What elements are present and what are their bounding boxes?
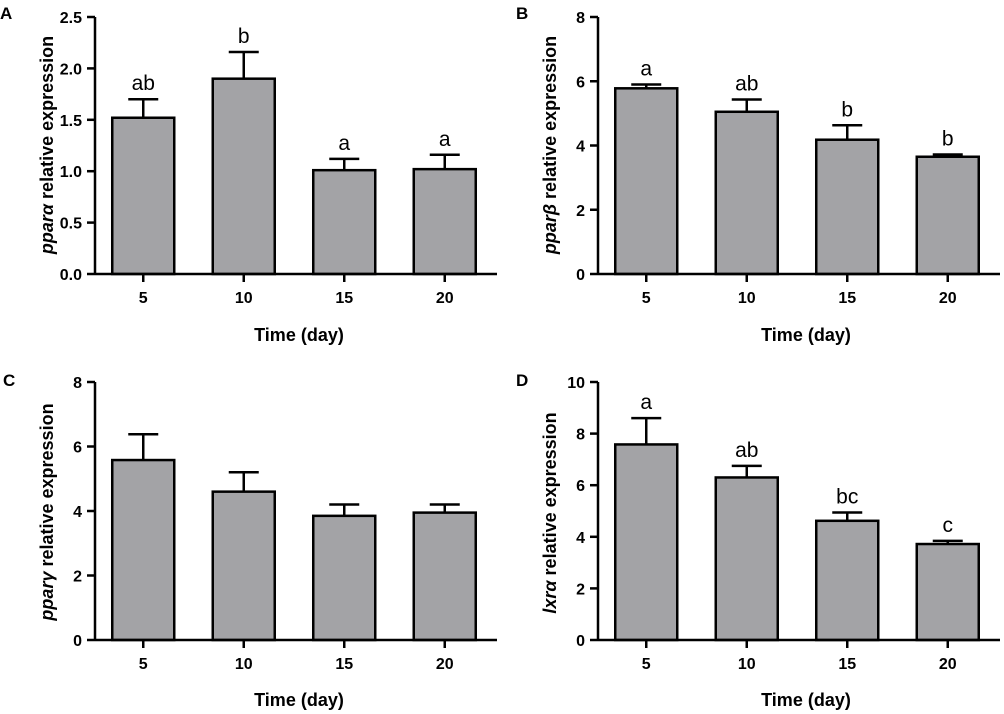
- y-tick-label: 4: [73, 504, 82, 521]
- y-tick-label: 1.5: [60, 113, 82, 130]
- x-tick-label: 5: [139, 290, 148, 307]
- significance-label: a: [338, 132, 350, 155]
- y-tick-label: 4: [576, 530, 585, 547]
- y-axis-label-text: relative expression: [37, 403, 57, 571]
- panel-letter: B: [516, 4, 528, 23]
- bar: [211, 77, 276, 276]
- y-axis-label-gene: pparγ: [37, 571, 57, 622]
- y-axis-label-text: relative expression: [540, 36, 560, 204]
- bar: [915, 155, 980, 276]
- significance-label: a: [640, 391, 652, 414]
- y-tick-label: 2: [576, 203, 585, 220]
- plot-area: a ab b b 0 2 4 6 8 5 10 15 20: [576, 10, 1000, 307]
- significance-label: b: [942, 127, 954, 150]
- x-tick-label: 20: [436, 656, 454, 673]
- y-tick-label: 6: [73, 440, 82, 457]
- y-tick-label: 2: [73, 569, 82, 586]
- x-tick-label: 15: [838, 290, 856, 307]
- x-tick-label: 20: [939, 656, 957, 673]
- significance-label: b: [841, 98, 853, 121]
- significance-label: ab: [132, 72, 155, 95]
- x-tick-label: 15: [838, 656, 856, 673]
- y-axis-label: pparβ relative expression: [540, 36, 560, 255]
- y-tick-label: 1.0: [60, 164, 82, 181]
- bar: [211, 490, 276, 642]
- y-tick-label: 8: [73, 375, 82, 392]
- bar: [111, 116, 176, 276]
- x-axis-label: Time (day): [761, 690, 851, 710]
- y-axis-label-text: relative expression: [37, 36, 57, 204]
- y-tick-label: 10: [567, 375, 585, 392]
- y-axis-label-text: relative expression: [540, 412, 560, 580]
- bar: [714, 110, 779, 276]
- bar: [815, 138, 880, 276]
- plot-area: 0 2 4 6 8 5 10 15 20: [73, 375, 497, 673]
- significance-label: a: [640, 57, 652, 80]
- y-tick-label: 8: [576, 427, 585, 444]
- x-axis-label: Time (day): [254, 690, 344, 710]
- y-axis-label-gene: pparβ: [540, 204, 560, 255]
- x-tick-label: 5: [139, 656, 148, 673]
- y-tick-label: 0: [73, 633, 82, 650]
- significance-label: a: [439, 128, 451, 151]
- x-tick-label: 10: [738, 656, 756, 673]
- panel-c: C pparγ relative expression Time (day) 0…: [3, 371, 497, 710]
- y-axis-label: lxrα relative expression: [540, 412, 560, 613]
- panel-d: D lxrα relative expression Time (day) aa…: [516, 371, 1000, 710]
- y-tick-label: 0: [576, 633, 585, 650]
- y-tick-label: 2.0: [60, 61, 82, 78]
- bar: [412, 167, 477, 276]
- significance-label: ab: [735, 73, 758, 96]
- panel-letter: C: [3, 371, 15, 390]
- x-tick-label: 10: [235, 290, 253, 307]
- y-axis-label-gene: lxrα: [540, 580, 560, 614]
- y-tick-label: 2.5: [60, 10, 82, 27]
- plot-area: ab b a a 0.0 0.5 1.0 1.5 2.0 2.5 5 10 15 20: [60, 10, 497, 307]
- y-axis-label: pparγ relative expression: [37, 403, 57, 621]
- x-tick-label: 20: [939, 290, 957, 307]
- y-tick-label: 6: [576, 74, 585, 91]
- bar: [412, 511, 477, 642]
- y-axis-label: pparα relative expression: [37, 36, 57, 255]
- bar: [915, 542, 980, 642]
- significance-label: ab: [735, 439, 758, 462]
- y-tick-label: 0.0: [60, 267, 82, 284]
- y-tick-label: 2: [576, 581, 585, 598]
- bar: [312, 168, 377, 276]
- x-tick-label: 20: [436, 290, 454, 307]
- significance-label: bc: [836, 486, 858, 509]
- bar: [815, 519, 880, 642]
- bar: [312, 514, 377, 642]
- plot-area: a ab bc c 0 2 4 6 8 10 5 10 15 20: [567, 375, 1000, 673]
- y-tick-label: 6: [576, 478, 585, 495]
- panel-letter: A: [0, 4, 12, 23]
- panel-a: A pparα relative expression Time (day) a…: [0, 4, 497, 345]
- y-tick-label: 4: [576, 139, 585, 156]
- y-tick-label: 0.5: [60, 216, 82, 233]
- x-axis-label: Time (day): [761, 325, 851, 345]
- x-tick-label: 10: [738, 290, 756, 307]
- x-tick-label: 5: [642, 290, 651, 307]
- x-tick-label: 15: [335, 656, 353, 673]
- panel-b: B pparβ relative expression Time (day) a…: [516, 4, 1000, 345]
- bar: [111, 458, 176, 642]
- y-tick-label: 0: [576, 267, 585, 284]
- x-tick-label: 15: [335, 290, 353, 307]
- x-tick-label: 5: [642, 656, 651, 673]
- y-tick-label: 8: [576, 10, 585, 27]
- bar: [714, 476, 779, 642]
- x-axis-label: Time (day): [254, 325, 344, 345]
- bar: [614, 87, 679, 276]
- bar: [614, 443, 679, 642]
- panel-letter: D: [516, 371, 528, 390]
- significance-label: c: [943, 514, 954, 537]
- significance-label: b: [238, 25, 250, 48]
- x-tick-label: 10: [235, 656, 253, 673]
- y-axis-label-gene: pparα: [37, 203, 57, 255]
